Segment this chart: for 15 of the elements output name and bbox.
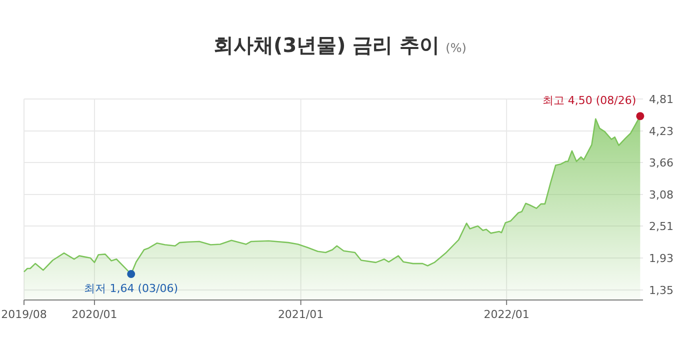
annotation: 최저 1,64 (03/06) xyxy=(84,282,178,296)
y-tick-label: 3,66 xyxy=(649,156,674,170)
y-tick-label: 1,93 xyxy=(649,252,674,266)
y-tick-label: 2,51 xyxy=(649,220,674,234)
x-tick-label: 2020/01 xyxy=(72,308,118,321)
y-tick-label: 4,81 xyxy=(649,93,674,106)
chart-subtitle: (%) xyxy=(446,41,466,55)
y-tick-label: 1,35 xyxy=(649,284,674,298)
x-tick-label: 2021/01 xyxy=(278,308,324,321)
x-tick-label: 2019/08 xyxy=(1,308,47,321)
x-tick-label: 2022/01 xyxy=(484,308,530,321)
chart-title: 회사채(3년물) 금리 추이 xyxy=(214,33,440,57)
y-tick-label: 3,08 xyxy=(649,188,674,202)
y-tick-label: 4,23 xyxy=(649,125,674,138)
annotation: 최고 4,50 (08/26) xyxy=(542,94,636,108)
